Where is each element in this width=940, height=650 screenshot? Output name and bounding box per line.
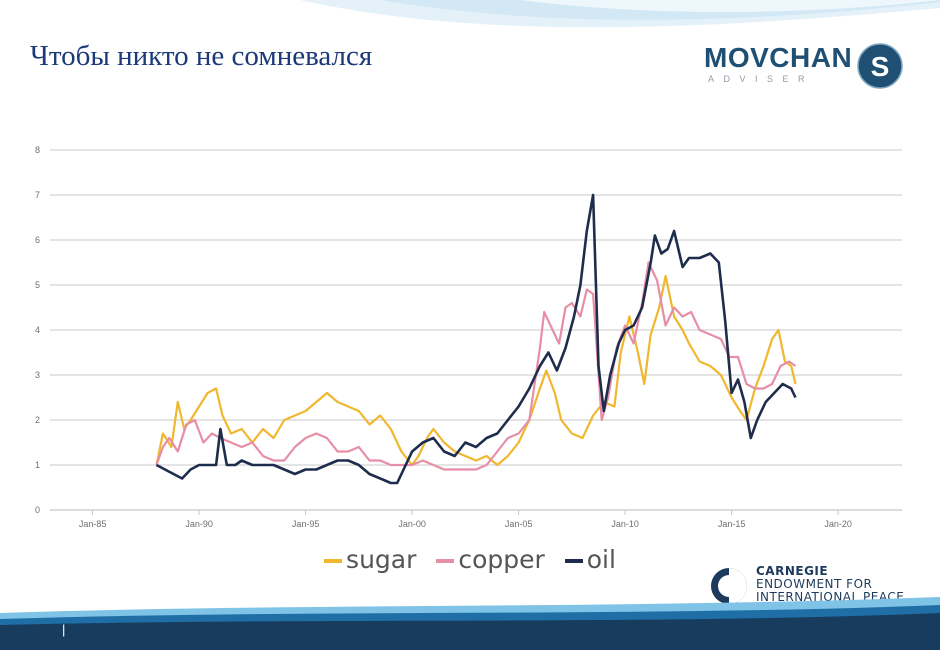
y-tick-label: 2 [35, 415, 40, 425]
y-tick-label: 6 [35, 235, 40, 245]
legend-label-oil: oil [586, 545, 616, 574]
x-tick-label: Jan-00 [398, 519, 426, 529]
y-tick-label: 1 [35, 460, 40, 470]
x-tick-label: Jan-20 [824, 519, 852, 529]
carnegie-emblem-icon [711, 568, 747, 604]
x-tick-label: Jan-10 [611, 519, 639, 529]
y-tick-label: 0 [35, 505, 40, 515]
x-tick-label: Jan-90 [185, 519, 213, 529]
chart-series [155, 193, 797, 485]
carnegie-line-1: CARNEGIE [756, 564, 829, 578]
y-axis-ticks: 0 1 2 3 4 5 6 7 8 [35, 145, 40, 515]
y-tick-label: 3 [35, 370, 40, 380]
y-tick-label: 4 [35, 325, 40, 335]
y-tick-label: 5 [35, 280, 40, 290]
footer-bar-decoration [0, 597, 940, 650]
x-tick-label: Jan-95 [292, 519, 320, 529]
slide-title: Чтобы никто не сомневался [30, 40, 373, 72]
page-marker: | [62, 622, 66, 637]
legend-swatch-sugar [324, 559, 343, 563]
logo-wordmark: MOVCHAN [704, 42, 853, 73]
series-line-sugar [155, 274, 797, 467]
y-tick-label: 7 [35, 190, 40, 200]
legend-item-oil: oil [564, 545, 616, 574]
x-tick-label: Jan-05 [505, 519, 533, 529]
series-line-copper [155, 261, 797, 471]
legend-swatch-copper [436, 559, 455, 563]
header-swoosh-decoration [300, 0, 940, 28]
logo-s-badge-icon: S [857, 43, 903, 89]
carnegie-line-2: ENDOWMENT FOR [756, 577, 873, 591]
carnegie-text: CARNEGIE ENDOWMENT FOR INTERNATIONAL PEA… [756, 565, 904, 604]
logo-subtitle: ADVISER [708, 74, 815, 84]
legend-item-copper: copper [436, 545, 545, 574]
carnegie-endowment-logo: CARNEGIE ENDOWMENT FOR INTERNATIONAL PEA… [710, 565, 930, 610]
y-tick-label: 8 [35, 145, 40, 155]
x-tick-label: Jan-85 [79, 519, 107, 529]
legend-item-sugar: sugar [324, 545, 416, 574]
x-tick-label: Jan-15 [718, 519, 746, 529]
chart-grid [50, 149, 902, 511]
movchan-adviser-logo: MOVCHAN ADVISER S [700, 40, 910, 92]
x-axis-ticks: Jan-85 Jan-90 Jan-95 Jan-00 Jan-05 Jan-10 Jan-… [79, 510, 852, 529]
legend-label-copper: copper [458, 545, 545, 574]
legend-swatch-oil [564, 559, 583, 563]
commodity-price-chart: 0 1 2 3 4 5 6 7 8 Jan-85 Jan-90 Jan-95 Jan-00 Jan-05… [35, 145, 902, 529]
series-line-oil [155, 193, 797, 485]
logo-s-letter: S [871, 51, 890, 82]
legend-label-sugar: sugar [346, 545, 417, 574]
chart-legend: sugar copper oil [0, 545, 940, 574]
